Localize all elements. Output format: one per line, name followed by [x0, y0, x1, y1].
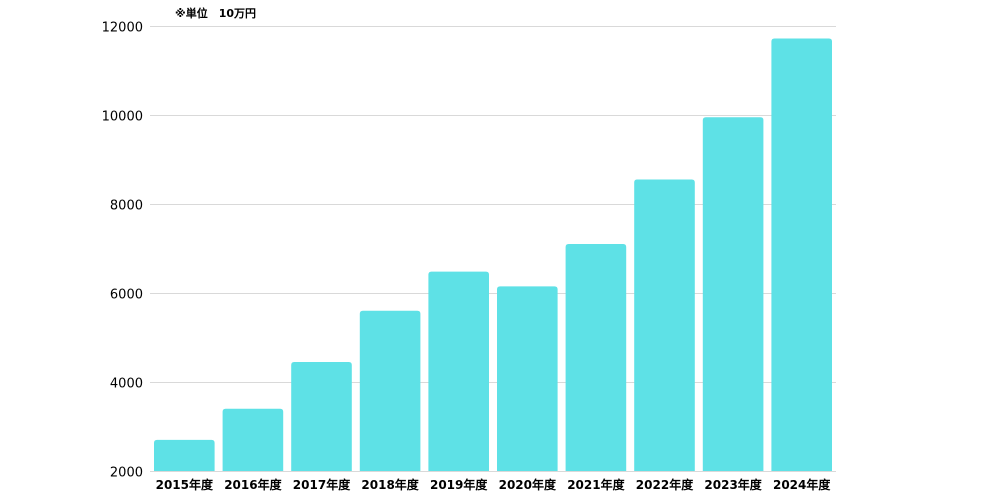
y-tick-label: 4000	[110, 377, 143, 392]
x-axis: 2015年度 2016年度 2017年度 2018年度 2019年度 2020年度 2021…	[156, 477, 832, 492]
unit-note: ※単位 10万円	[175, 6, 256, 20]
x-tick-label: 2016年度	[224, 477, 282, 492]
bar-2020年度	[497, 286, 558, 471]
bar-2018年度	[359, 310, 421, 471]
y-tick-label: 8000	[110, 199, 143, 214]
x-tick-label: 2023年度	[704, 477, 762, 492]
x-tick-label: 2017年度	[293, 477, 351, 492]
grid-lines	[150, 26, 836, 472]
bar-2023年度	[702, 117, 764, 471]
x-tick-label: 2021年度	[567, 477, 625, 492]
x-tick-label: 2018年度	[361, 477, 419, 492]
x-tick-label: 2019年度	[430, 477, 488, 492]
bar-2017年度	[291, 361, 352, 471]
x-tick-label: 2024年度	[773, 477, 831, 492]
x-tick-label: 2022年度	[636, 477, 694, 492]
bars	[154, 38, 832, 472]
y-tick-label: 12000	[102, 21, 143, 36]
bar-2019年度	[428, 271, 489, 471]
y-tick-label: 10000	[102, 110, 143, 125]
bar-2022年度	[634, 179, 695, 471]
y-tick-label: 6000	[110, 288, 143, 303]
x-tick-label: 2020年度	[499, 477, 557, 492]
bar-2016年度	[222, 408, 284, 471]
bar-2024年度	[771, 38, 832, 472]
y-axis: 2000 4000 6000 8000 10000 12000	[102, 21, 143, 481]
x-tick-label: 2015年度	[156, 477, 214, 492]
bar-2015年度	[154, 439, 215, 471]
y-tick-label: 2000	[110, 466, 143, 481]
bar-2021年度	[565, 244, 627, 471]
